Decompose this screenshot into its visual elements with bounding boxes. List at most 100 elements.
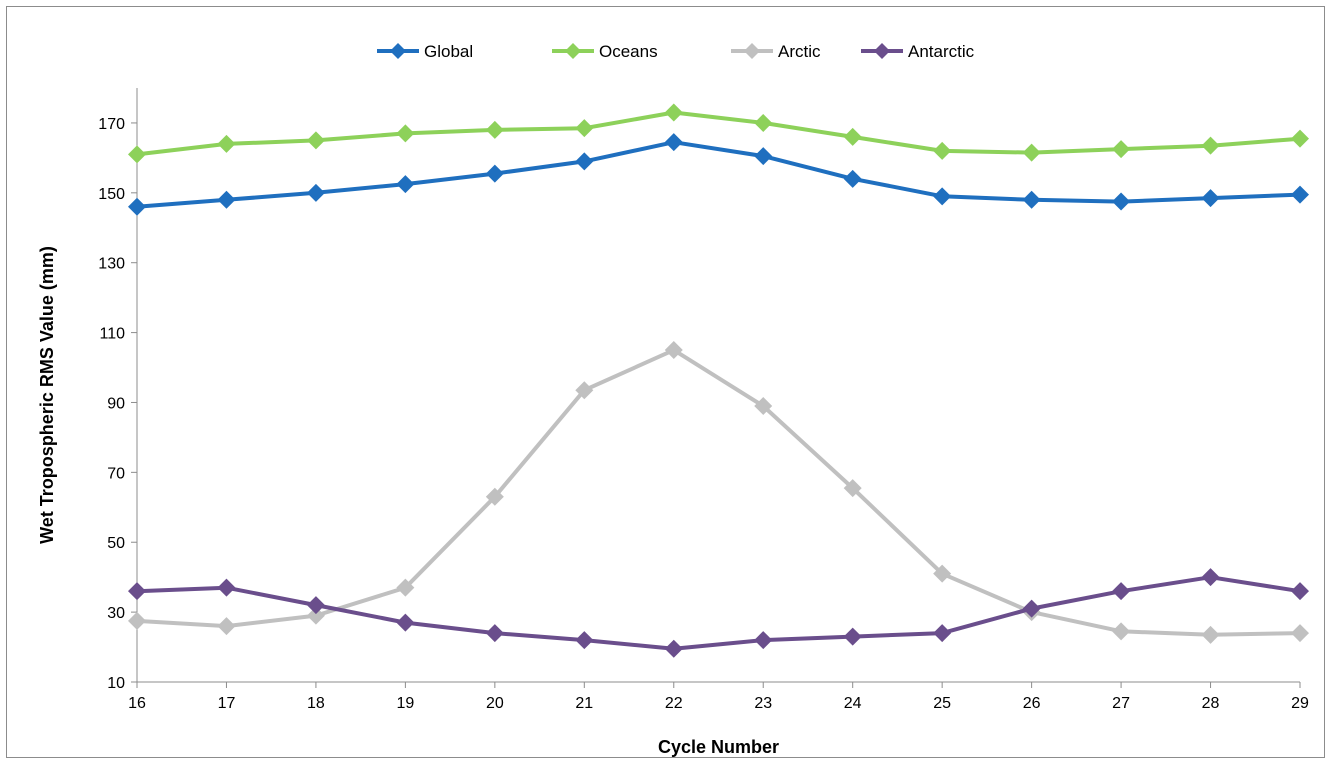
legend-marker-global <box>390 43 406 59</box>
series-oceans <box>128 103 1309 164</box>
y-tick-label: 50 <box>107 535 125 552</box>
legend-marker-arctic <box>744 43 760 59</box>
data-point-global <box>1112 192 1131 211</box>
x-tick-label: 22 <box>665 695 683 712</box>
series-line-global <box>136 140 1301 209</box>
legend-label-global: Global <box>424 42 473 61</box>
x-tick-label: 24 <box>844 695 862 712</box>
legend-marker-oceans <box>565 43 581 59</box>
data-point-arctic <box>1201 625 1220 644</box>
data-point-antarctic <box>1112 582 1131 601</box>
y-tick-label: 10 <box>107 675 125 692</box>
data-point-oceans <box>485 120 504 139</box>
data-point-oceans <box>933 141 952 160</box>
legend-item-antarctic: Antarctic <box>861 42 975 61</box>
x-tick-label: 23 <box>754 695 772 712</box>
x-tick-label: 29 <box>1291 695 1309 712</box>
legend: Global Oceans Arctic Antarctic <box>377 42 975 61</box>
series-line-oceans <box>136 110 1301 157</box>
data-point-antarctic <box>1022 599 1041 618</box>
data-point-arctic <box>306 606 325 625</box>
x-tick-label: 20 <box>486 695 504 712</box>
series-line-arctic <box>136 348 1301 637</box>
legend-item-oceans: Oceans <box>552 42 658 61</box>
y-tick-label: 30 <box>107 605 125 622</box>
data-point-global <box>1291 185 1309 204</box>
data-point-global <box>128 197 146 216</box>
data-point-global <box>933 187 952 206</box>
legend-item-arctic: Arctic <box>731 42 821 61</box>
data-point-global <box>396 175 415 194</box>
data-point-arctic <box>1112 622 1131 641</box>
data-point-global <box>754 147 773 166</box>
data-point-arctic <box>754 396 773 415</box>
data-point-arctic <box>933 564 952 583</box>
data-point-antarctic <box>217 578 236 597</box>
x-axis-ticks: 16 17 18 19 20 21 22 23 24 25 26 27 28 29 <box>128 682 1309 712</box>
data-point-oceans <box>1291 129 1309 148</box>
data-point-oceans <box>575 119 594 138</box>
data-point-arctic <box>217 617 236 636</box>
y-tick-label: 90 <box>107 395 125 412</box>
y-tick-label: 70 <box>107 465 125 482</box>
data-point-antarctic <box>575 631 594 650</box>
data-point-arctic <box>396 578 415 597</box>
series-line-antarctic <box>136 575 1301 651</box>
data-point-antarctic <box>1201 568 1220 587</box>
data-point-arctic <box>128 611 146 630</box>
data-point-arctic <box>664 341 683 360</box>
data-point-arctic <box>485 487 504 506</box>
x-tick-label: 27 <box>1112 695 1130 712</box>
x-tick-label: 16 <box>128 695 146 712</box>
data-point-global <box>1201 189 1220 208</box>
x-tick-label: 28 <box>1202 695 1220 712</box>
data-point-oceans <box>664 103 683 122</box>
y-tick-label: 150 <box>98 186 125 203</box>
legend-label-oceans: Oceans <box>599 42 658 61</box>
data-point-oceans <box>396 124 415 143</box>
data-point-oceans <box>128 145 146 164</box>
data-point-global <box>1022 190 1041 209</box>
data-point-antarctic <box>933 624 952 643</box>
data-point-antarctic <box>128 582 146 601</box>
data-point-antarctic <box>664 639 683 658</box>
data-point-oceans <box>306 131 325 150</box>
data-point-antarctic <box>306 596 325 615</box>
series-antarctic <box>128 568 1309 658</box>
series-global <box>128 133 1309 216</box>
legend-marker-antarctic <box>874 43 890 59</box>
data-point-antarctic <box>1291 582 1309 601</box>
data-point-global <box>575 152 594 171</box>
series-arctic <box>128 341 1309 644</box>
data-point-oceans <box>1112 140 1131 159</box>
legend-label-antarctic: Antarctic <box>908 42 975 61</box>
data-point-oceans <box>1201 136 1220 155</box>
data-point-antarctic <box>485 624 504 643</box>
x-tick-label: 21 <box>575 695 593 712</box>
x-tick-label: 26 <box>1023 695 1041 712</box>
x-tick-label: 18 <box>307 695 325 712</box>
data-point-oceans <box>1022 143 1041 162</box>
data-point-arctic <box>843 479 862 498</box>
x-axis-title: Cycle Number <box>658 737 779 757</box>
y-axis-ticks: 10 30 50 70 90 110 130 150 170 <box>98 116 137 692</box>
data-point-antarctic <box>396 613 415 632</box>
legend-label-arctic: Arctic <box>778 42 821 61</box>
y-tick-label: 170 <box>98 116 125 133</box>
data-point-antarctic <box>754 631 773 650</box>
data-point-global <box>306 183 325 202</box>
data-point-global <box>843 169 862 188</box>
data-point-oceans <box>843 127 862 146</box>
plot-area <box>128 103 1309 658</box>
data-point-arctic <box>1291 624 1309 643</box>
data-point-arctic <box>575 381 594 400</box>
x-tick-label: 19 <box>396 695 414 712</box>
data-point-global <box>664 133 683 152</box>
y-tick-label: 110 <box>99 326 125 343</box>
data-point-oceans <box>754 113 773 132</box>
x-tick-label: 17 <box>218 695 236 712</box>
y-axis-title: Wet Tropospheric RMS Value (mm) <box>37 246 57 544</box>
y-tick-label: 130 <box>98 256 125 273</box>
data-point-antarctic <box>843 627 862 646</box>
data-point-global <box>217 190 236 209</box>
